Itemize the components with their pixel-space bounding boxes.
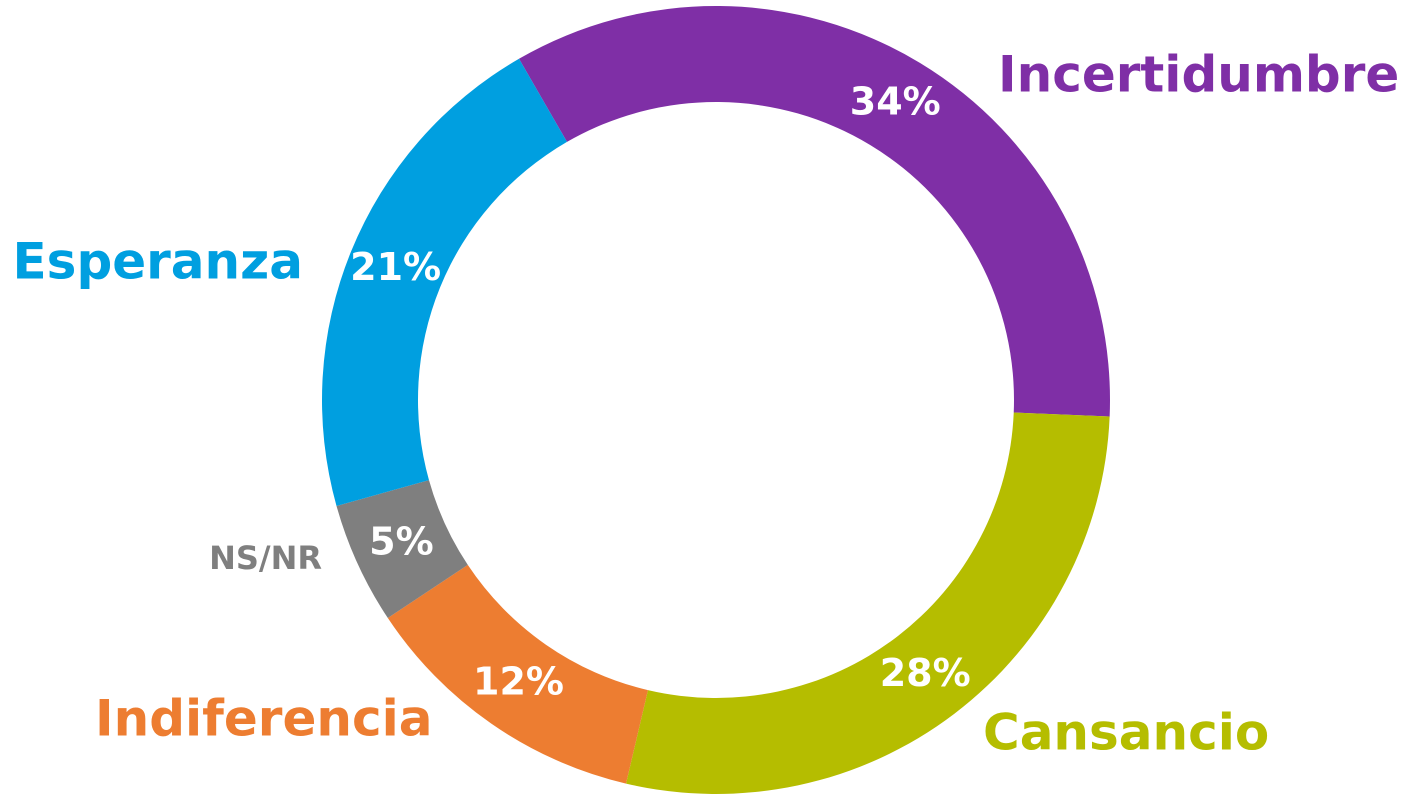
category-label: NS/NR [209,539,322,577]
data-label: 34% [850,80,941,124]
data-label: 5% [369,520,434,564]
category-label: Indiferencia [95,690,432,748]
data-label: 12% [473,660,564,704]
category-label: Cansancio [983,704,1269,762]
category-label: Incertidumbre [998,46,1399,104]
donut-segment [519,5,1110,417]
category-label: Esperanza [13,233,303,291]
data-label: 21% [350,245,441,289]
donut-segment [322,58,567,506]
data-label: 28% [880,651,971,695]
donut-segment [387,564,648,784]
donut-segment [336,480,468,619]
donut-segment [626,412,1110,794]
